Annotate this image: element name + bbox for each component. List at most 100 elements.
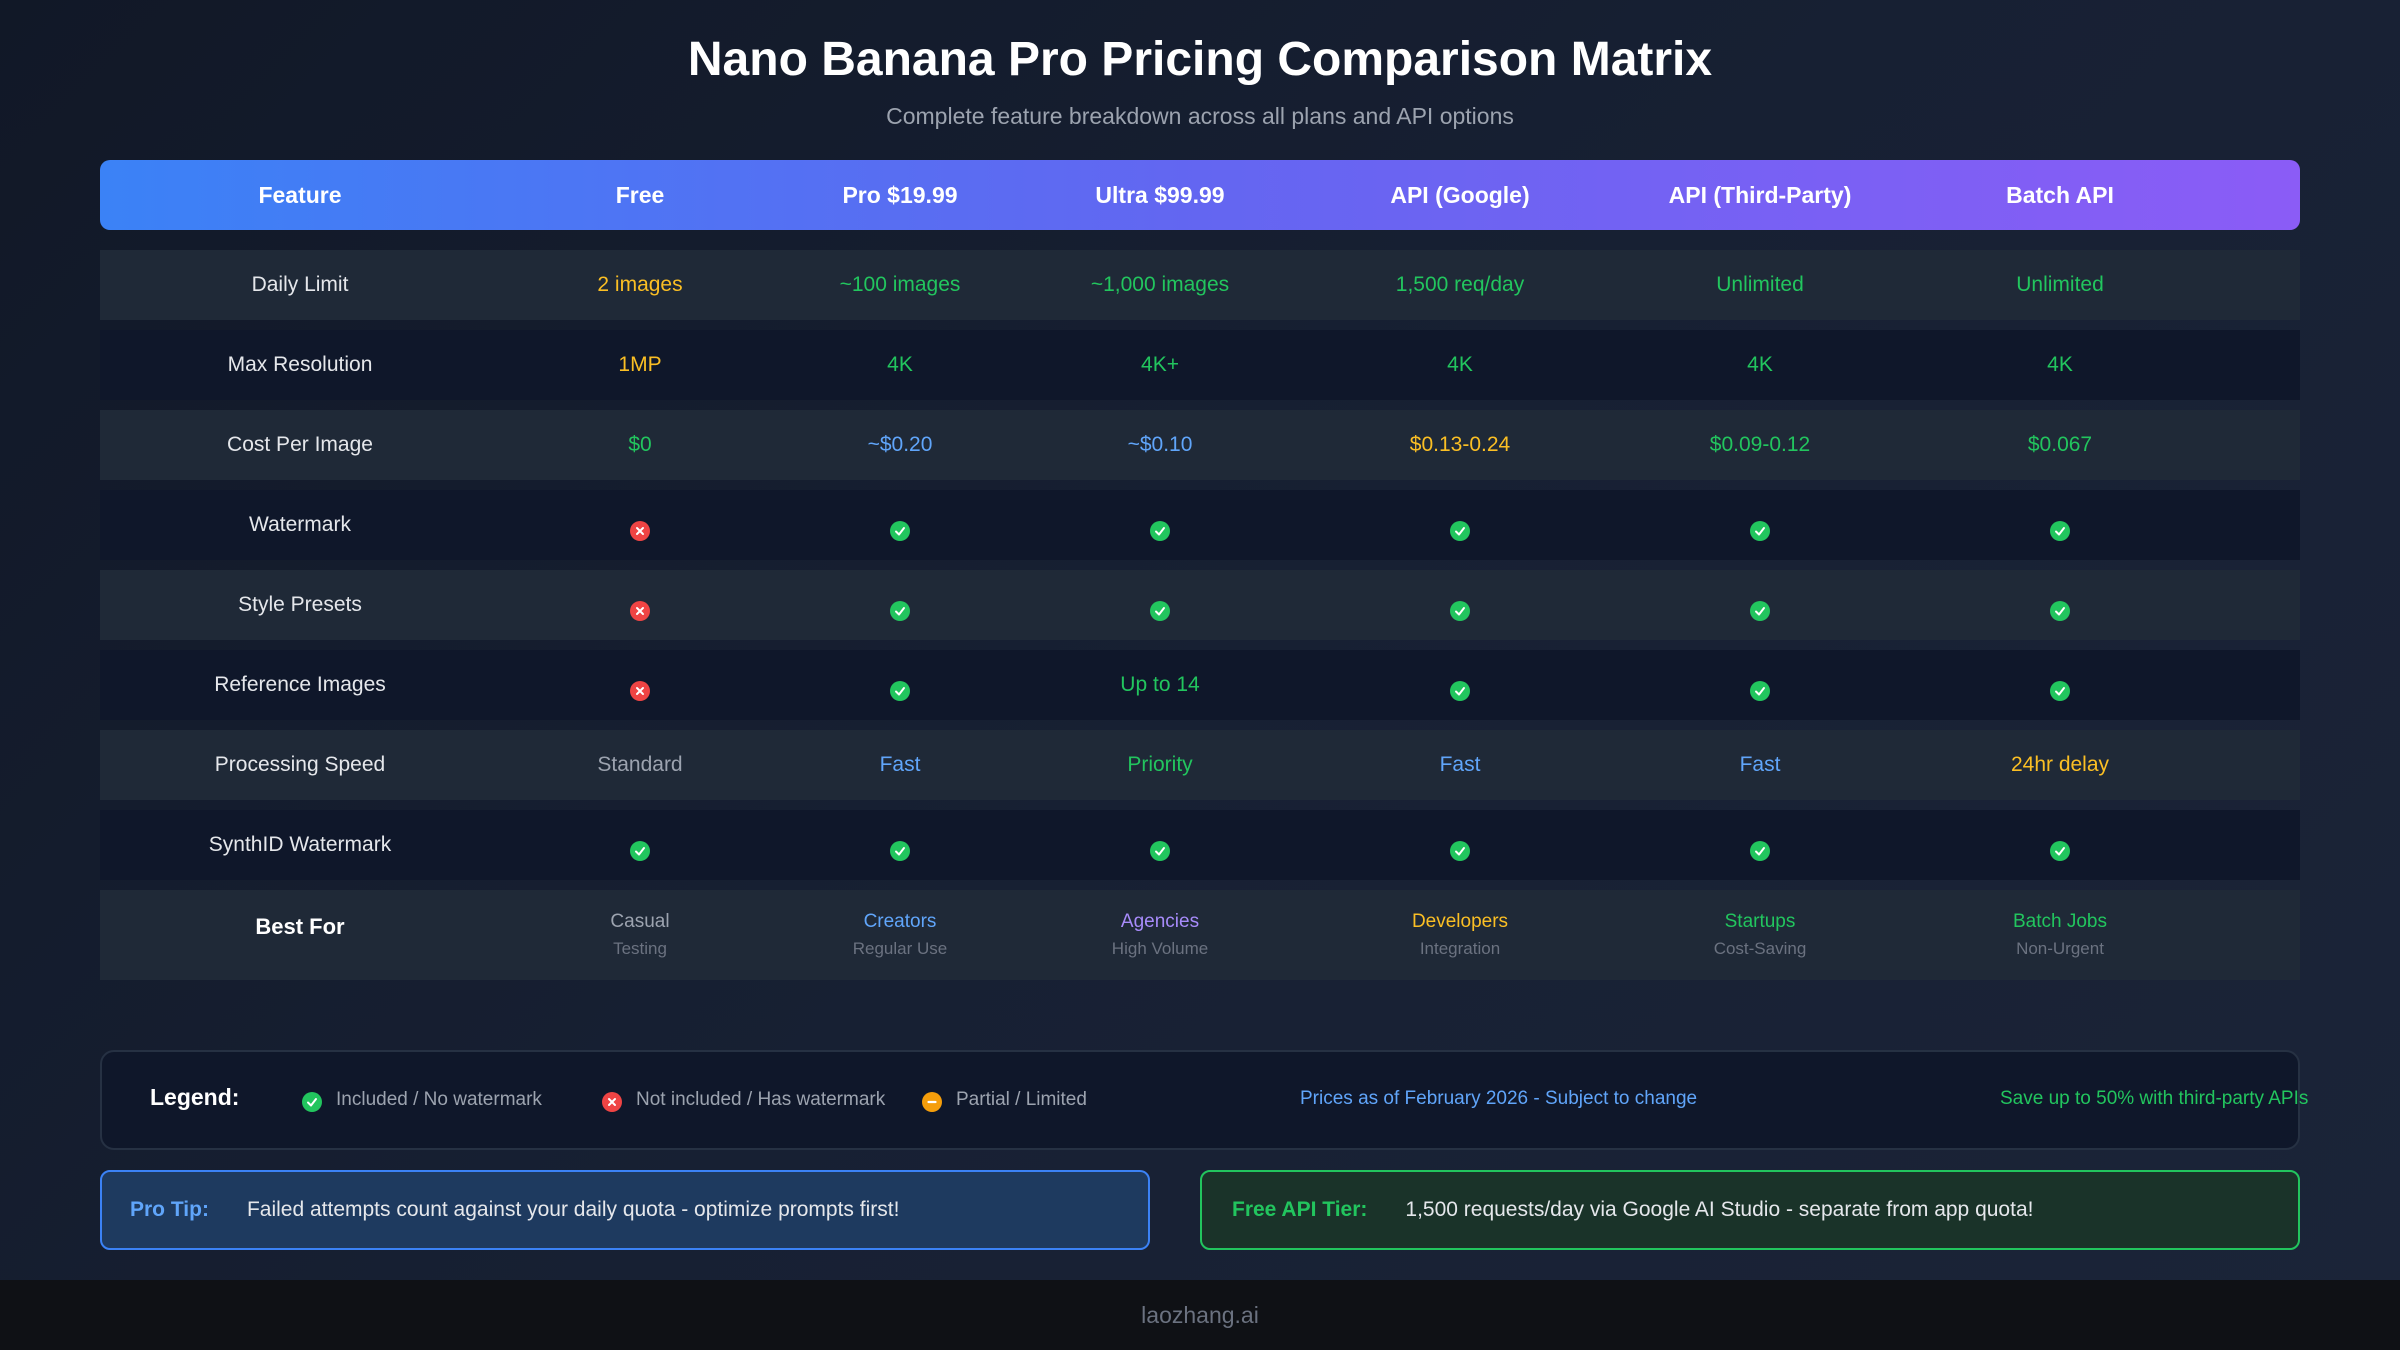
legend-label: Included / No watermark bbox=[336, 1089, 542, 1110]
table-cell: Fast bbox=[880, 730, 921, 800]
table-row: Best For Casual Testing Creators Regular Use… bbox=[100, 890, 2300, 980]
legend-label: Not included / Has watermark bbox=[636, 1089, 886, 1110]
check-icon bbox=[1750, 601, 1770, 621]
table-cell: $0 bbox=[628, 410, 651, 480]
feature-label: Max Resolution bbox=[227, 353, 373, 376]
table-cell: 4K bbox=[2047, 330, 2073, 400]
table-cell: Fast bbox=[1740, 730, 1781, 800]
table-cell bbox=[1450, 570, 1470, 640]
cell-subvalue: Integration bbox=[1419, 939, 1501, 958]
table-cell: Startups Cost-Saving bbox=[1714, 890, 1807, 980]
table-cell: Creators Regular Use bbox=[853, 890, 948, 980]
table-cell: 4K bbox=[1447, 330, 1473, 400]
table-cell bbox=[1750, 810, 1770, 880]
check-icon bbox=[1750, 841, 1770, 861]
column-header: Ultra $99.99 bbox=[1095, 181, 1225, 208]
cell-value: $0.067 bbox=[2027, 433, 2093, 456]
cell-value: Unlimited bbox=[2016, 273, 2104, 296]
cell-value: 4K+ bbox=[1141, 353, 1179, 376]
table-cell bbox=[630, 810, 650, 880]
feature-label: Cost Per Image bbox=[227, 433, 373, 456]
cell-value: 4K bbox=[887, 353, 913, 376]
cell-value: Creators bbox=[863, 911, 937, 932]
free-api-tier-label: Free API Tier: bbox=[1232, 1198, 1368, 1221]
table-cell: ~100 images bbox=[840, 250, 961, 320]
legend-label: Partial / Limited bbox=[956, 1089, 1087, 1110]
table-row: SynthID Watermark bbox=[100, 810, 2300, 880]
table-cell bbox=[1750, 650, 1770, 720]
legend-title: Legend: bbox=[150, 1084, 240, 1110]
cross-icon bbox=[630, 601, 650, 621]
table-cell bbox=[890, 810, 910, 880]
cell-value: $0.09-0.12 bbox=[1709, 433, 1811, 456]
cell-value: ~$0.20 bbox=[867, 433, 933, 456]
table-cell bbox=[2050, 570, 2070, 640]
feature-label: Daily Limit bbox=[251, 273, 349, 296]
cell-subvalue: Testing bbox=[613, 939, 667, 958]
cell-value: 1,500 req/day bbox=[1395, 273, 1525, 296]
check-icon bbox=[890, 521, 910, 541]
cell-value: Developers bbox=[1411, 911, 1509, 932]
table-cell: ~$0.20 bbox=[868, 410, 933, 480]
table-cell: Unlimited bbox=[1716, 250, 1804, 320]
page-title: Nano Banana Pro Pricing Comparison Matri… bbox=[687, 33, 1713, 86]
free-api-tier-box: Free API Tier: 1,500 requests/day via Go… bbox=[1200, 1170, 2300, 1250]
cell-value: 24hr delay bbox=[2010, 753, 2110, 776]
savings-note: Save up to 50% with third-party APIs bbox=[2000, 1088, 2309, 1109]
table-cell bbox=[630, 650, 650, 720]
table-cell: 4K bbox=[1747, 330, 1773, 400]
feature-label: Watermark bbox=[249, 513, 351, 536]
table-cell: $0.13-0.24 bbox=[1410, 410, 1510, 480]
check-icon bbox=[890, 681, 910, 701]
legend-panel: Legend: Included / No watermark Not incl… bbox=[100, 1050, 2308, 1150]
check-icon bbox=[2050, 681, 2070, 701]
table-cell: ~$0.10 bbox=[1128, 410, 1193, 480]
partial-icon bbox=[922, 1092, 942, 1112]
cell-value: Unlimited bbox=[1716, 273, 1804, 296]
check-icon bbox=[2050, 601, 2070, 621]
pro-tip-text: Failed attempts count against your daily… bbox=[246, 1198, 900, 1221]
cell-value: 4K bbox=[2047, 353, 2073, 376]
table-cell bbox=[890, 650, 910, 720]
table-cell: 1,500 req/day bbox=[1396, 250, 1524, 320]
cross-icon bbox=[602, 1092, 622, 1112]
column-header: Feature bbox=[258, 181, 342, 208]
table-cell bbox=[1150, 490, 1170, 560]
column-header: Free bbox=[615, 181, 665, 208]
table-cell: Developers Integration bbox=[1412, 890, 1508, 980]
table-cell: Fast bbox=[1440, 730, 1481, 800]
feature-label: Reference Images bbox=[214, 673, 386, 696]
table-row: Cost Per Image $0 ~$0.20 ~$0.10 $0.13-0.24 $0… bbox=[100, 410, 2300, 480]
check-icon bbox=[302, 1092, 322, 1112]
table-cell bbox=[1750, 570, 1770, 640]
cell-value: Fast bbox=[1739, 753, 1781, 776]
table-cell bbox=[2050, 810, 2070, 880]
table-row: Style Presets bbox=[100, 570, 2300, 640]
table-row: Reference Images Up to 14 bbox=[100, 650, 2300, 720]
feature-label: Best For bbox=[255, 914, 345, 939]
table-cell: 1MP bbox=[618, 330, 661, 400]
table-cell: $0.067 bbox=[2028, 410, 2092, 480]
feature-label: Processing Speed bbox=[214, 753, 386, 776]
column-header: Pro $19.99 bbox=[842, 181, 958, 208]
cell-value: Priority bbox=[1127, 753, 1193, 776]
table-row: Daily Limit 2 images ~100 images ~1,000 ima… bbox=[100, 250, 2300, 320]
check-icon bbox=[1150, 521, 1170, 541]
check-icon bbox=[1450, 601, 1470, 621]
check-icon bbox=[1750, 681, 1770, 701]
table-row: Max Resolution 1MP 4K 4K+ 4K 4K 4K bbox=[100, 330, 2300, 400]
cell-value: ~1,000 images bbox=[1090, 273, 1230, 296]
column-header: API (Third-Party) bbox=[1668, 181, 1852, 208]
table-row: Processing Speed Standard Fast Priority Fast… bbox=[100, 730, 2300, 800]
table-cell: Priority bbox=[1127, 730, 1192, 800]
table-cell: Agencies High Volume bbox=[1112, 890, 1208, 980]
cell-value: Fast bbox=[879, 753, 921, 776]
free-api-tier-text: 1,500 requests/day via Google AI Studio … bbox=[1405, 1198, 2034, 1221]
table-row: Watermark bbox=[100, 490, 2300, 560]
cell-value: Fast bbox=[1439, 753, 1481, 776]
table-cell: Up to 14 bbox=[1120, 650, 1199, 720]
cell-value: Standard bbox=[597, 753, 683, 776]
cell-subvalue: Regular Use bbox=[852, 939, 948, 958]
cell-value: 4K bbox=[1447, 353, 1473, 376]
check-icon bbox=[1450, 681, 1470, 701]
